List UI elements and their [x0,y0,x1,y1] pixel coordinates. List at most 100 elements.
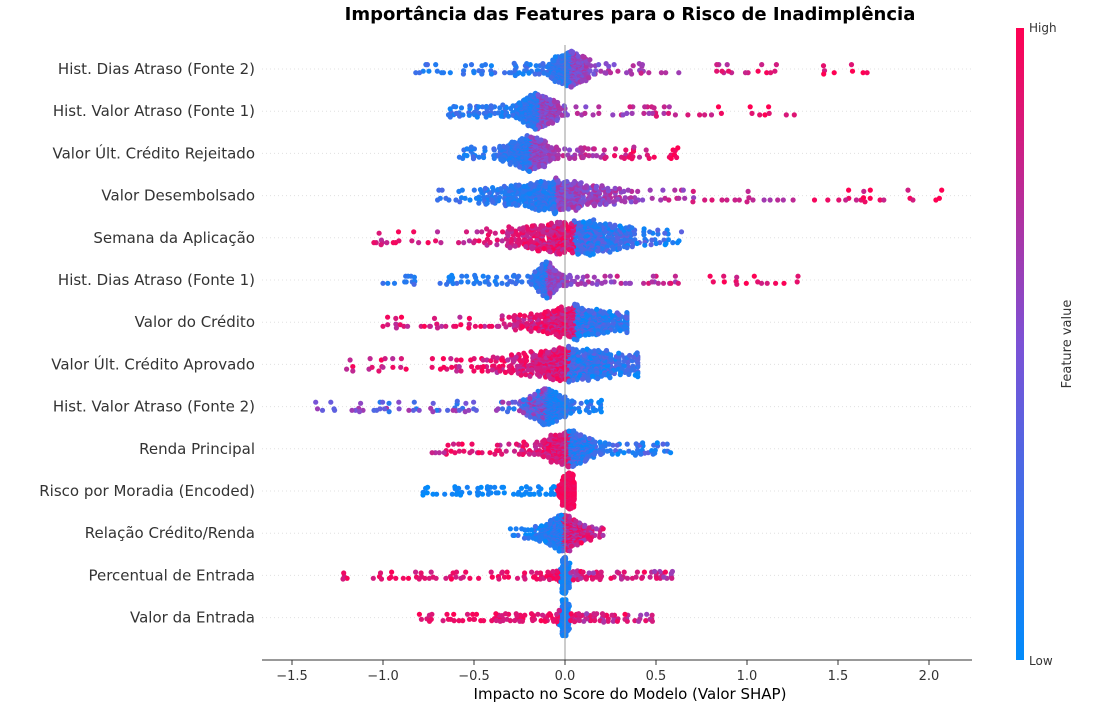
shap-point [458,322,464,328]
shap-point [398,356,404,362]
shap-point [532,126,538,132]
shap-point [910,197,916,203]
shap-point [506,224,512,230]
shap-point [344,366,350,372]
shap-point [500,229,506,235]
shap-point [504,274,510,280]
shap-point [532,269,538,275]
shap-point [707,273,713,279]
shap-point [568,84,574,90]
shap-point [476,200,482,206]
shap-point [445,112,452,118]
shap-point [642,104,648,110]
shap-point [708,112,715,118]
shap-point [601,372,607,378]
shap-point [540,328,546,335]
shap-point [665,110,672,116]
shap-point [485,274,491,280]
shap-point [586,153,592,159]
shap-point [480,357,486,363]
shap-point [550,377,556,383]
shap-point [672,112,679,118]
shap-point [390,240,396,246]
shap-point [766,110,772,116]
shap-point [462,195,468,201]
shap-point [380,364,386,370]
shap-point [489,367,495,373]
shap-point [403,366,409,372]
shap-point [545,72,551,78]
shap-point [411,229,417,235]
shap-point [849,68,856,74]
shap-point [864,70,870,76]
shap-point [634,350,640,356]
shap-point [709,197,715,203]
shap-point [649,279,655,285]
shap-point [641,110,647,116]
shap-point [446,197,452,203]
shap-point [475,364,481,370]
shap-point [634,240,640,247]
shap-point [561,103,567,109]
shap-point [745,188,751,194]
shap-point [535,288,542,294]
shap-point [526,70,532,76]
shap-point [540,61,546,67]
shap-point [790,197,796,203]
shap-point [603,347,610,354]
shap-point [697,112,703,118]
shap-point [661,110,667,116]
shap-point [534,371,541,377]
shap-point [390,364,396,370]
shap-point [505,113,512,119]
shap-point [551,267,557,273]
shap-point [678,229,685,235]
shap-point [585,377,591,383]
shap-point [936,195,943,201]
shap-point [755,68,761,74]
shap-point [775,197,781,203]
shap-point [674,240,681,246]
shap-point [508,352,515,358]
shap-point [607,375,613,381]
shap-point [413,70,419,76]
shap-point [529,205,535,211]
shap-point [676,195,682,201]
shap-point [614,273,620,279]
shap-point [609,224,615,231]
shap-point [610,199,617,205]
shap-point [631,354,637,360]
shap-point [547,290,553,296]
shap-point [371,240,377,246]
shap-point [396,238,402,244]
shap-point [447,70,453,76]
shap-point [591,146,597,152]
shap-point [772,68,778,74]
shap-point [584,201,591,207]
shap-point [767,197,773,203]
shap-point [483,103,489,110]
shap-point [636,61,642,67]
shap-point [602,70,608,76]
shap-point [480,364,487,370]
shap-point [536,207,542,213]
shap-point [596,110,602,116]
shap-point [610,112,616,118]
shap-point [605,185,611,191]
shap-point [402,279,408,285]
shap-point [571,180,577,186]
shap-point [398,314,405,320]
shap-point [757,112,763,118]
shap-point [744,199,750,205]
shap-point [559,53,565,59]
shap-point [635,374,641,380]
shap-point [519,279,525,285]
shap-point [555,178,561,184]
shap-point [710,279,716,285]
shap-point [468,357,474,363]
shap-point [464,146,470,152]
shap-point [380,280,386,286]
shap-point [662,230,668,236]
shap-point [556,271,562,277]
shap-point [848,62,855,68]
